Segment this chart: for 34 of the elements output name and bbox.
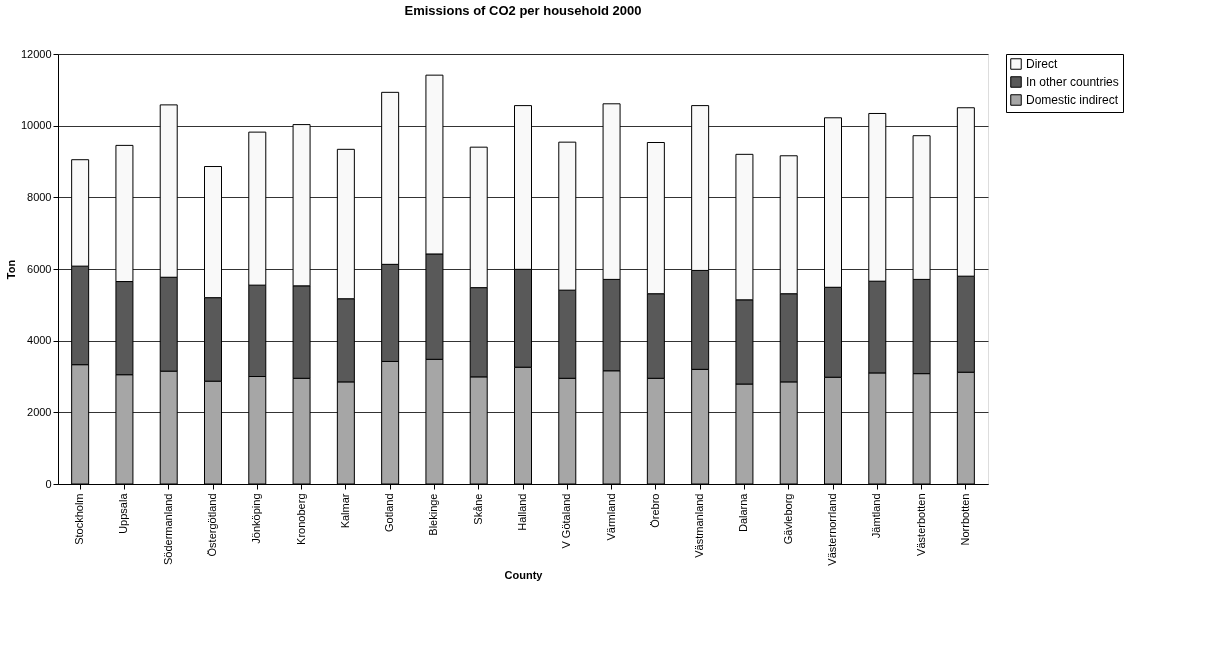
x-tick-label: Gävleborg xyxy=(781,493,794,545)
y-tick-label: 2000 xyxy=(27,405,52,418)
x-tick-label: Uppsala xyxy=(117,492,130,534)
y-tick-label: 4000 xyxy=(27,334,52,347)
legend-label: In other countries xyxy=(1026,75,1119,89)
x-tick-label: Södermanland xyxy=(161,493,174,566)
y-tick-label: 10000 xyxy=(20,119,52,132)
x-tick-label: Halland xyxy=(516,493,528,531)
x-tick-label: Västernorrland xyxy=(826,493,838,566)
x-tick-label: Blekinge xyxy=(427,493,440,536)
y-tick-label: 6000 xyxy=(27,262,52,275)
x-tick-label: V Götaland xyxy=(560,493,573,549)
chart-title: Emissions of CO2 per household 2000 xyxy=(404,3,642,18)
x-tick-label: Norrbotten xyxy=(958,493,971,546)
x-tick-label: Jönköping xyxy=(250,493,263,544)
x-tick-label: Kalmar xyxy=(338,493,351,529)
x-tick-label: Västerbotten xyxy=(914,493,927,556)
y-tick-label: 0 xyxy=(45,477,52,490)
x-tick-label: Västmanland xyxy=(693,493,706,558)
x-tick-label: Gotland xyxy=(383,493,396,533)
legend-label: Direct xyxy=(1026,57,1058,71)
x-tick-label: Örebro xyxy=(648,493,661,528)
x-tick-label: Stockholm xyxy=(73,493,86,545)
x-tick-label: Jämtland xyxy=(870,493,883,539)
y-tick-label: 12000 xyxy=(20,47,52,60)
x-tick-label: Dalarna xyxy=(737,492,750,533)
y-tick-label: 8000 xyxy=(27,190,52,203)
x-tick-label: Skåne xyxy=(471,493,484,525)
x-tick-label: Östergötland xyxy=(206,493,218,557)
y-axis-title: Ton xyxy=(4,259,17,280)
x-tick-label: Kronoberg xyxy=(294,493,307,545)
legend-label: Domestic indirect xyxy=(1026,93,1119,107)
x-axis-title: County xyxy=(504,568,544,581)
x-tick-label: Värmland xyxy=(604,493,617,541)
